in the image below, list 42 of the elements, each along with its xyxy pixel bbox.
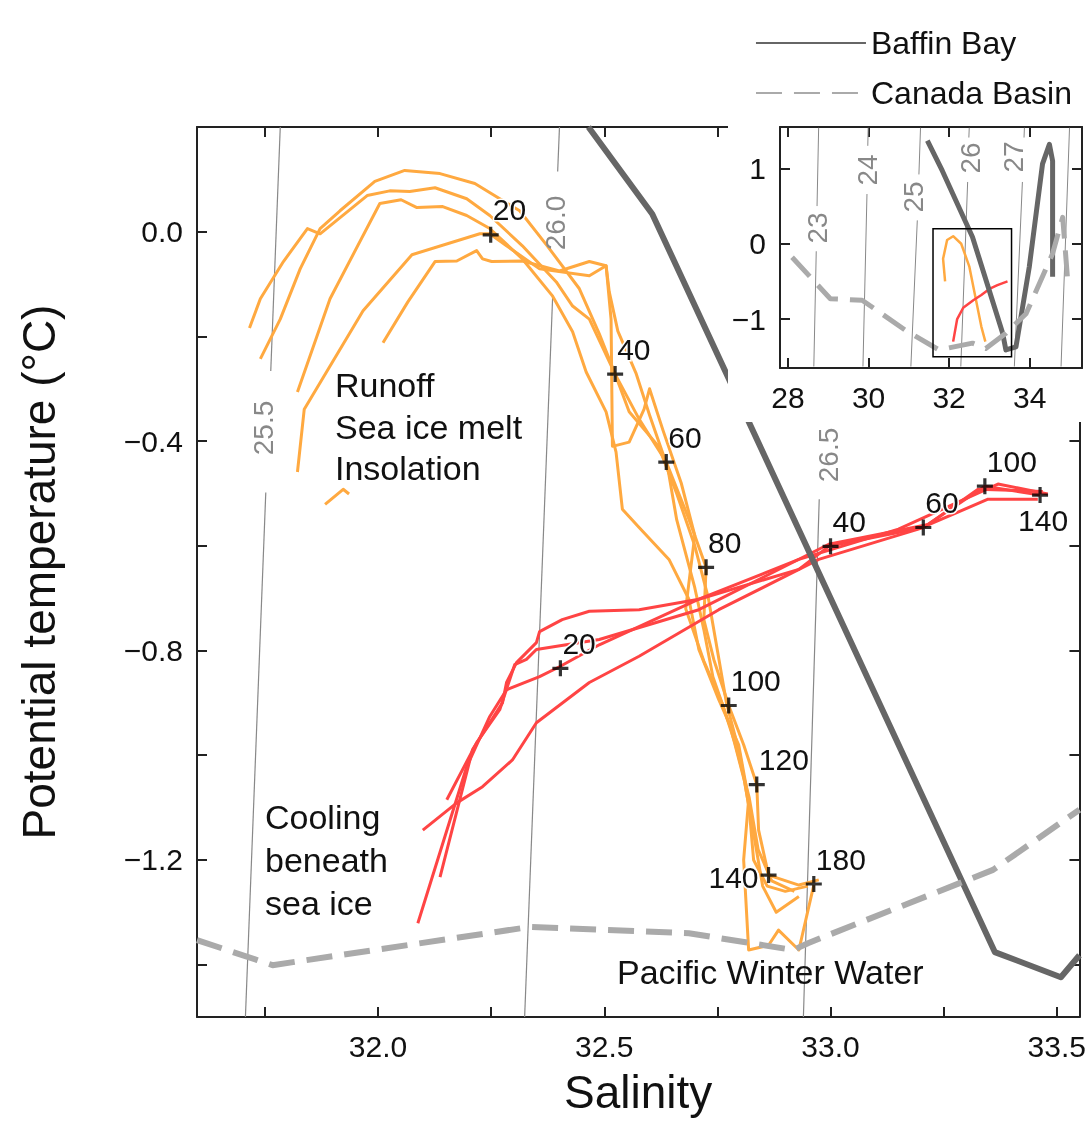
x-axis-title: Salinity (564, 1066, 713, 1118)
y-tick-label: 0 (749, 227, 766, 261)
x-tick-label: 30 (851, 380, 886, 414)
y-tick-label: −1.2 (123, 843, 183, 877)
annotation: 80 (708, 525, 742, 559)
y-tick-label: −0.4 (123, 424, 183, 458)
x-tick-label: 32 (932, 380, 966, 414)
annotation: Runoff (335, 366, 436, 404)
y-tick-label: −0.8 (123, 634, 183, 668)
annotation: 26.0 (539, 195, 571, 251)
annotation: 25 (897, 181, 929, 213)
y-tick-label: 0.0 (141, 215, 183, 249)
x-tick-label: 28 (771, 380, 805, 414)
annotation: 140 (1018, 503, 1069, 537)
annotation: 25.5 (247, 400, 279, 456)
annotation: 40 (832, 504, 866, 538)
annotation: 24 (851, 154, 883, 186)
annotation: 23 (801, 212, 833, 244)
annotation: 120 (758, 743, 809, 777)
annotation: beneath (265, 841, 388, 879)
annotation: 60 (668, 420, 702, 454)
legend-label: Canada Basin (870, 75, 1072, 111)
annotation: Cooling (265, 798, 381, 836)
annotation: 100 (986, 444, 1037, 478)
x-tick-label: 33.5 (1027, 1029, 1086, 1063)
annotation: 100 (730, 664, 781, 697)
y-tick-label: 1 (749, 151, 766, 185)
x-tick-label: 34 (1012, 380, 1047, 414)
legend-label: Baffin Bay (870, 25, 1017, 61)
x-tick-label: 33.0 (801, 1029, 860, 1063)
y-axis-title: Potential temperature (°C) (13, 304, 65, 840)
y-tick-label: −1 (731, 302, 766, 336)
x-tick-label: 32.0 (348, 1029, 408, 1063)
annotation: 27 (997, 141, 1029, 173)
annotation: 26.5 (812, 427, 844, 483)
annotation: 26 (954, 142, 986, 174)
annotation: Sea ice melt (335, 408, 523, 446)
x-tick-label: 32.5 (575, 1029, 634, 1063)
annotation: 180 (815, 842, 866, 876)
annotation: Pacific Winter Water (617, 953, 924, 991)
annotation: Insolation (335, 449, 481, 487)
annotation: sea ice (265, 884, 373, 922)
